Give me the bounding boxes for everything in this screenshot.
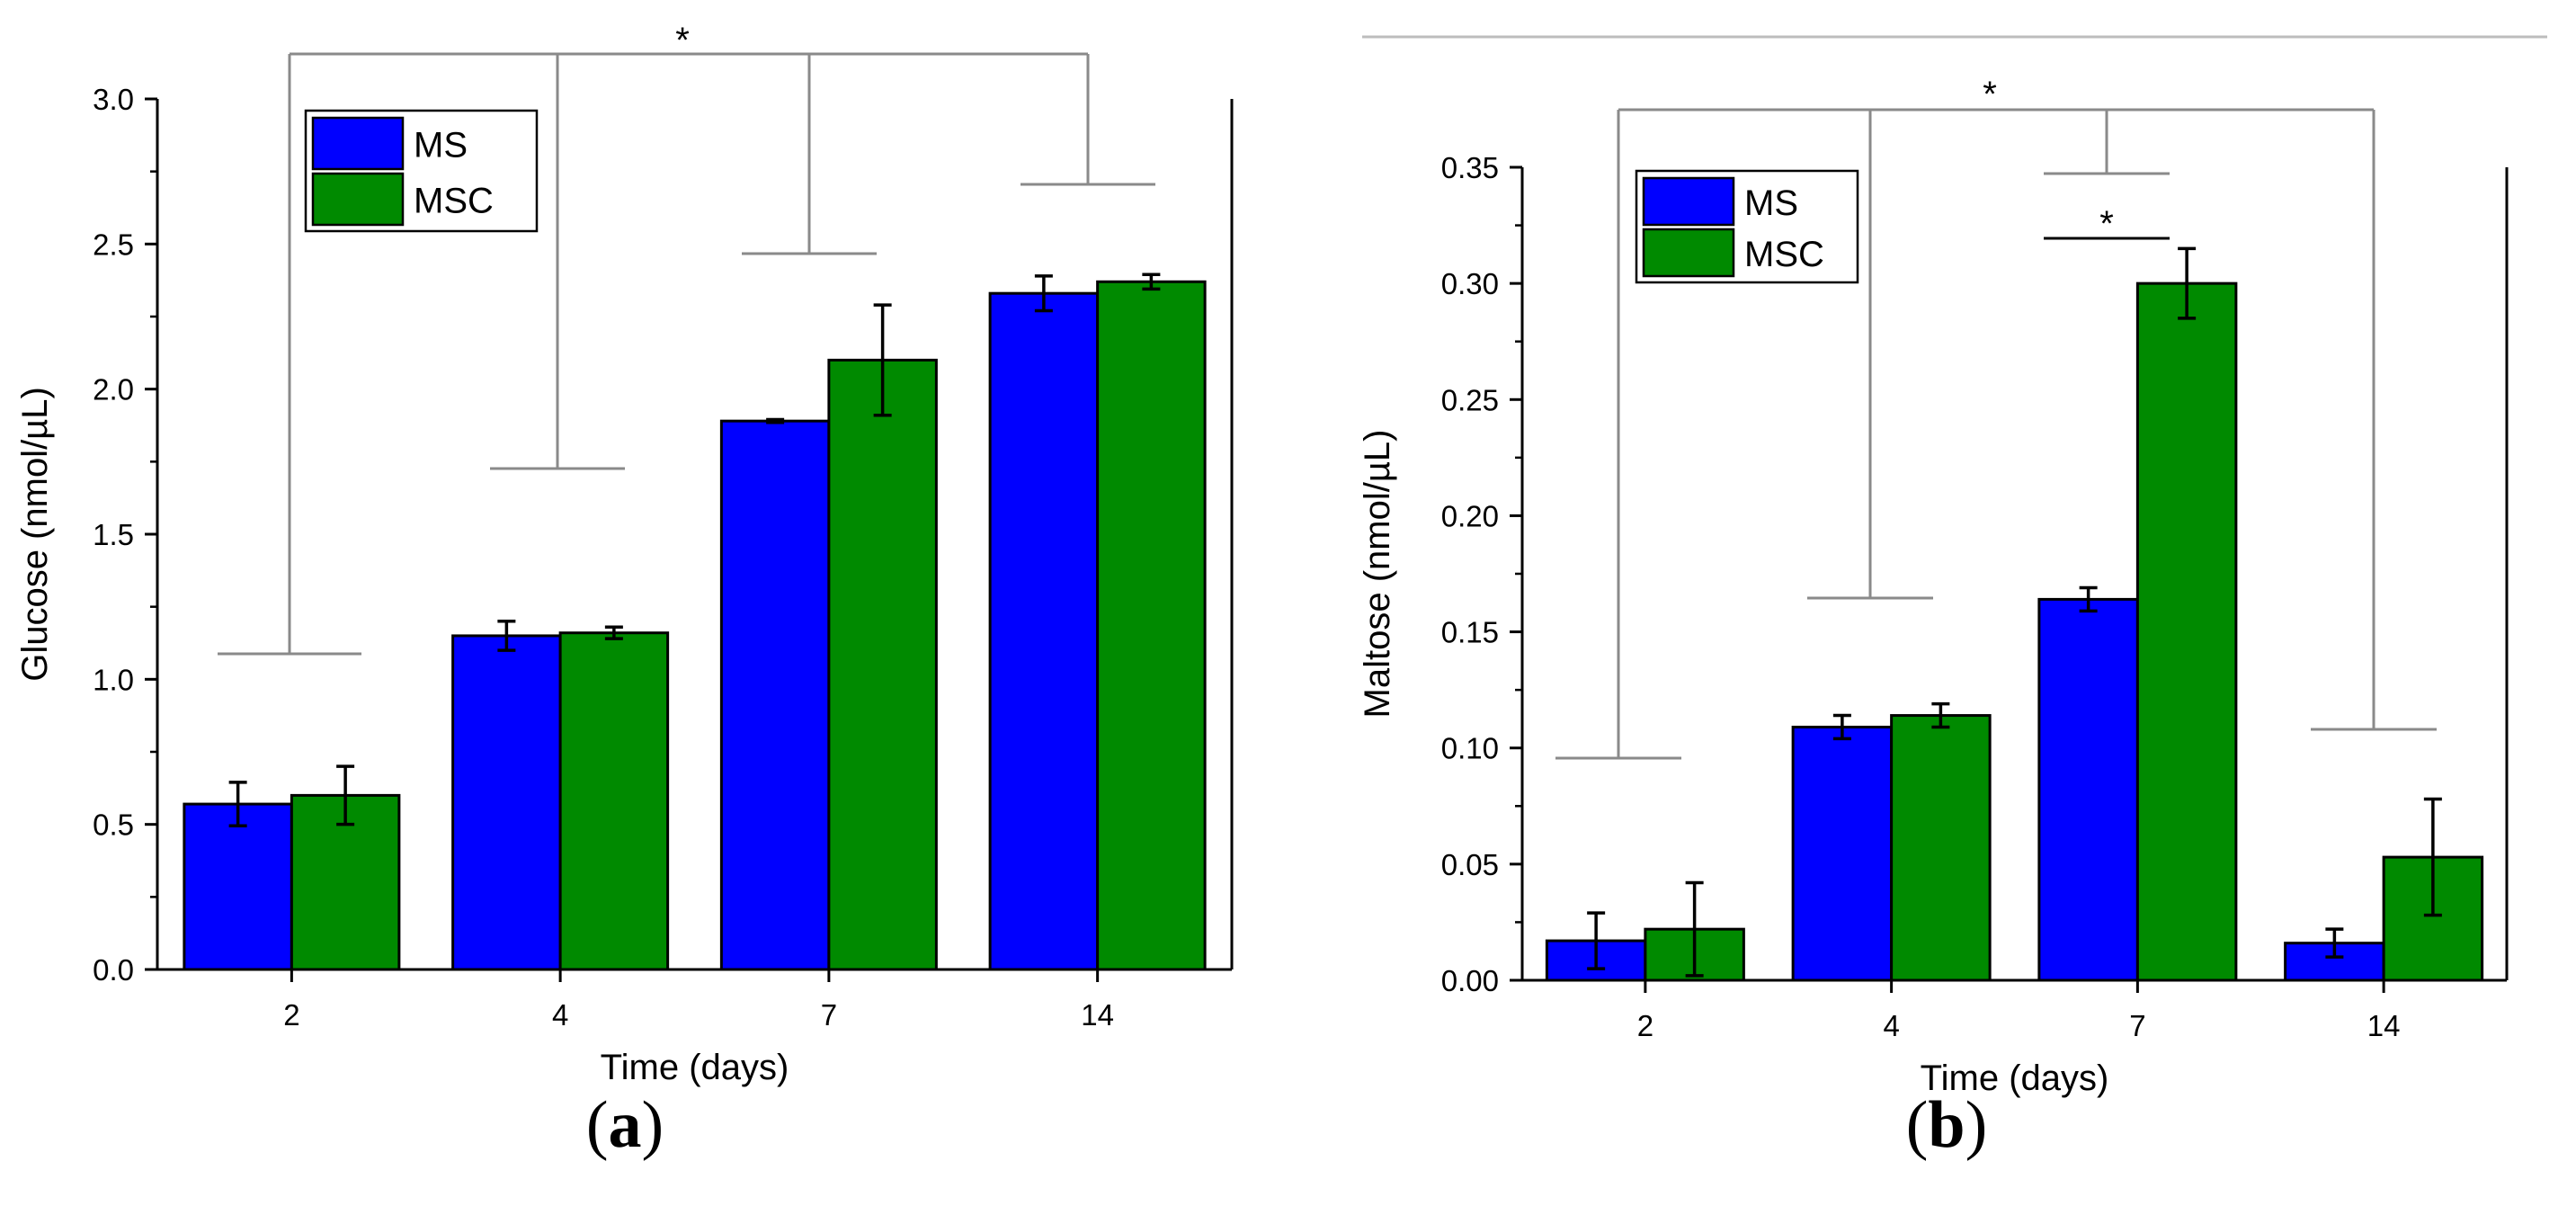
- panel-label-b: (b): [1906, 1088, 1987, 1162]
- error-bar-msc-day-2: [336, 764, 355, 826]
- legend-label-msc: MSC: [1744, 235, 1824, 274]
- y-tick-label: 0.15: [1441, 616, 1499, 649]
- error-bar-msc-day-2: [1685, 880, 1704, 978]
- y-axis-title: Glucose (nmol/µL): [15, 387, 55, 682]
- error-bar-ms-day-7: [766, 417, 785, 424]
- y-tick-label: 0.0: [93, 953, 134, 987]
- bar-ms-day-2: [183, 802, 293, 971]
- error-bar-ms-day-7: [2079, 585, 2098, 613]
- y-tick-label: 0.00: [1441, 964, 1499, 997]
- bar-msc-day-7: [2135, 281, 2238, 982]
- chart-maltose: * * 0.00 0.05 0.10 0.15 0.20 0.25 0.30 0.35 2 4 7 14 T…: [1358, 75, 2509, 1098]
- x-axis-title: Time (days): [1921, 1059, 2109, 1098]
- y-tick-label: 1.0: [93, 663, 134, 696]
- y-tick-label: 0.35: [1441, 151, 1499, 184]
- x-tick-label: 2: [1637, 1009, 1653, 1042]
- y-tick-label: 0.25: [1441, 383, 1499, 416]
- legend-swatch-msc: [311, 172, 405, 227]
- y-tick-label: 0.05: [1441, 848, 1499, 881]
- legend-label-ms: MS: [414, 126, 468, 165]
- y-tick-label: 1.5: [93, 518, 134, 551]
- panel-label-a: (a): [586, 1088, 664, 1162]
- error-bar-msc-day-14: [1142, 272, 1161, 291]
- y-tick-label: 0.20: [1441, 499, 1499, 532]
- bar-msc-day-4: [558, 631, 670, 971]
- legend-swatch-msc: [1642, 228, 1735, 278]
- error-bar-ms-day-4: [1832, 713, 1851, 741]
- y-tick-label: 2.0: [93, 373, 134, 406]
- error-bar-ms-day-4: [497, 620, 516, 652]
- legend-label-msc: MSC: [414, 182, 494, 221]
- error-bar-msc-day-14: [2423, 797, 2442, 917]
- x-tick-label: 14: [2367, 1009, 2401, 1042]
- y-tick-label: 0.5: [93, 808, 134, 842]
- x-tick-label: 7: [821, 998, 837, 1032]
- y-tick-label: 0.30: [1441, 267, 1499, 300]
- chart-glucose: * 0.0 0.5 1.0 1.5 2.0 2.5 3.0 2 4 7 14 Time (days) Gl…: [15, 21, 1234, 1087]
- y-tick-label: 3.0: [93, 83, 134, 116]
- error-bar-msc-day-4: [1931, 701, 1950, 729]
- x-tick-label: 7: [2129, 1009, 2145, 1042]
- bar-ms-day-7: [2037, 597, 2139, 982]
- error-bar-ms-day-14: [2325, 927, 2344, 959]
- x-tick-label: 4: [552, 998, 568, 1032]
- x-axis-title: Time (days): [601, 1048, 789, 1087]
- error-bar-ms-day-14: [1034, 274, 1053, 313]
- error-bar-msc-day-7: [2178, 246, 2197, 320]
- bar-ms-day-7: [719, 419, 831, 971]
- bar-ms-day-4: [1791, 725, 1894, 982]
- x-tick-label: 2: [283, 998, 299, 1032]
- legend-swatch-ms: [311, 116, 405, 171]
- x-tick-label: 4: [1883, 1009, 1899, 1042]
- error-bar-ms-day-2: [1587, 911, 1606, 970]
- error-bar-ms-day-2: [228, 781, 247, 828]
- y-axis-title: Maltose (nmol/µL): [1358, 430, 1397, 719]
- significance-star: *: [1983, 75, 1997, 114]
- bar-msc-day-14: [1096, 280, 1207, 971]
- x-tick-label: 14: [1081, 998, 1114, 1032]
- error-bar-msc-day-4: [604, 625, 623, 640]
- bar-ms-day-4: [451, 634, 562, 971]
- legend-swatch-ms: [1642, 176, 1735, 227]
- bar-msc-day-4: [1890, 714, 1992, 982]
- bar-ms-day-14: [988, 291, 1100, 971]
- legend: MS MSC: [304, 109, 539, 233]
- bar-msc-day-7: [827, 358, 938, 971]
- error-bar-msc-day-7: [873, 303, 892, 417]
- y-tick-label: 0.10: [1441, 732, 1499, 765]
- significance-pair-star: *: [2099, 204, 2114, 244]
- significance-star: *: [675, 21, 690, 60]
- y-tick-label: 2.5: [93, 228, 134, 261]
- legend-label-ms: MS: [1744, 183, 1798, 223]
- legend: MS MSC: [1635, 169, 1859, 284]
